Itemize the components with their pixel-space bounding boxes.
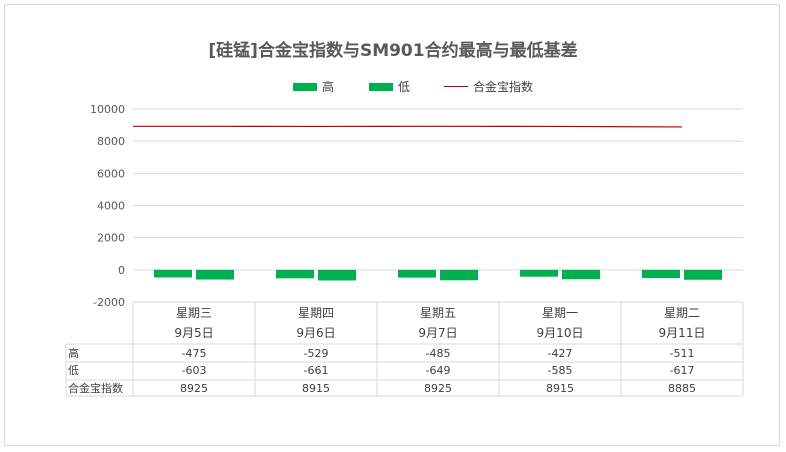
chart-legend: 高 低 合金宝指数 [0, 78, 786, 96]
table-cell: -475 [182, 347, 207, 360]
table-cell: -511 [670, 347, 695, 360]
bar-low [196, 269, 234, 280]
table-row-label: 低 [68, 364, 79, 377]
table-cell: -661 [304, 364, 329, 377]
y-tick-label: 0 [118, 264, 125, 277]
bar-low [318, 269, 356, 281]
legend-item-low: 低 [369, 78, 410, 95]
y-tick-label: 8000 [97, 135, 125, 148]
table-cell: -585 [548, 364, 573, 377]
table-cell: -603 [182, 364, 207, 377]
table-row-label: 高 [68, 346, 79, 360]
legend-swatch-index [444, 86, 468, 87]
table-cell: 8925 [424, 382, 452, 395]
bar-low [440, 269, 478, 281]
category-label: 星期二 [664, 306, 700, 320]
legend-item-high: 高 [293, 78, 334, 95]
table-cell: -617 [670, 364, 695, 377]
bar-high [154, 269, 192, 278]
bar-high [398, 269, 436, 278]
category-label: 星期五 [420, 306, 456, 320]
legend-item-index: 合金宝指数 [444, 78, 533, 95]
table-cell: -427 [548, 347, 573, 360]
date-label: 9月6日 [296, 326, 335, 340]
legend-label-high: 高 [322, 80, 335, 94]
table-cell: 8925 [180, 382, 208, 395]
table-cell: -485 [426, 347, 451, 360]
date-label: 9月10日 [537, 326, 584, 340]
y-tick-label: 4000 [97, 200, 125, 213]
y-tick-label: 6000 [97, 167, 125, 180]
y-tick-label: 2000 [97, 232, 125, 245]
legend-label-low: 低 [398, 80, 411, 94]
category-label: 星期四 [298, 306, 334, 320]
bar-low [562, 269, 600, 280]
date-label: 9月7日 [418, 326, 457, 340]
legend-swatch-low [369, 82, 393, 91]
date-label: 9月5日 [174, 326, 213, 340]
table-cell: -529 [304, 347, 329, 360]
chart-frame [4, 4, 780, 446]
legend-label-index: 合金宝指数 [473, 80, 534, 94]
line-series-index [133, 125, 683, 128]
table-cell: 8915 [302, 382, 330, 395]
bar-high [276, 269, 314, 279]
y-tick-label: -2000 [93, 296, 125, 309]
y-tick-label: 10000 [90, 103, 125, 116]
bar-low [684, 269, 722, 280]
table-row-label: 合金宝指数 [68, 381, 123, 395]
legend-swatch-high [293, 82, 317, 91]
category-label: 星期三 [176, 306, 212, 320]
table-cell: -649 [426, 364, 451, 377]
date-label: 9月11日 [659, 326, 706, 340]
table-cell: 8915 [546, 382, 574, 395]
category-label: 星期一 [542, 306, 578, 320]
chart-title: [硅锰]合金宝指数与SM901合约最高与最低基差 [208, 41, 578, 61]
table-cell: 8885 [668, 382, 696, 395]
bar-high [520, 269, 558, 277]
bar-high [642, 269, 680, 279]
